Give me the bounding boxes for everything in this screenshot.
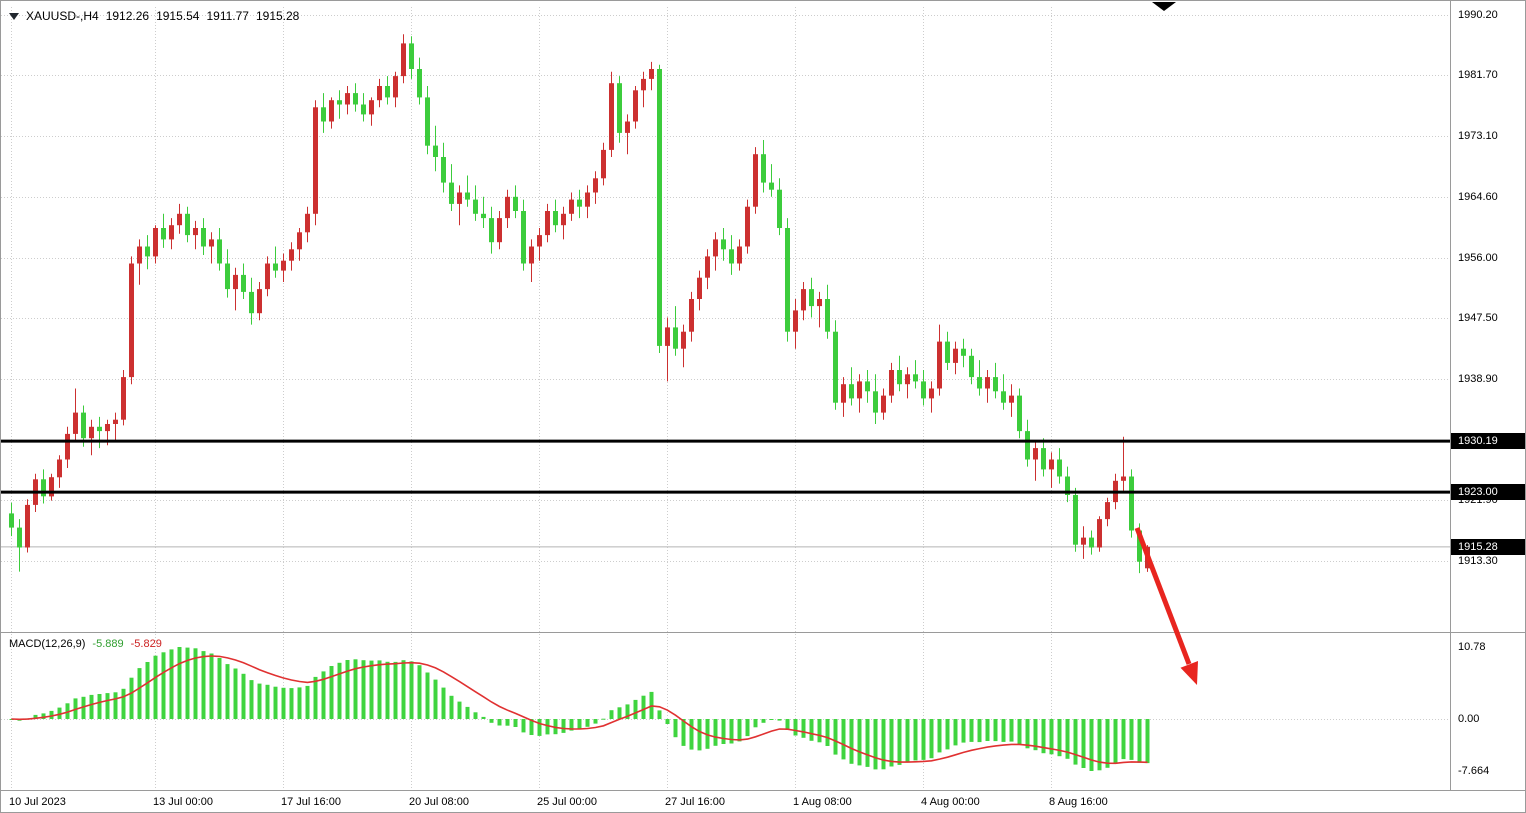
bid-price-badge: 1915.28: [1451, 539, 1525, 555]
symbol-ohlc-header: XAUUSD-,H4 1912.26 1915.54 1911.77 1915.…: [9, 9, 299, 23]
panel-separators: [1, 1, 1525, 791]
resistance-price-badge: 1930.19: [1451, 433, 1525, 449]
macd-name-label: MACD(12,26,9): [9, 638, 86, 650]
trend-arrow[interactable]: [1134, 527, 1198, 685]
symbol-timeframe-label: XAUUSD-,H4: [26, 9, 99, 23]
macd-signal-line: [11, 655, 1148, 765]
candles-layer[interactable]: [9, 34, 1150, 574]
macd-signal-current-value: -5.829: [130, 638, 162, 650]
bar-high-value: 1915.54: [156, 9, 200, 23]
chart-shift-marker-icon[interactable]: [1152, 2, 1176, 11]
macd-current-value: -5.889: [92, 638, 124, 650]
bar-open-value: 1912.26: [105, 9, 150, 23]
macd-indicator-label: MACD(12,26,9) -5.889 -5.829: [9, 638, 162, 650]
macd-histogram: [9, 647, 1150, 771]
ohlc-toggle-icon[interactable]: [9, 12, 19, 20]
bar-close-value: 1915.28: [255, 9, 300, 23]
support-price-badge: 1923.00: [1451, 484, 1525, 500]
bar-low-value: 1911.77: [206, 9, 249, 23]
